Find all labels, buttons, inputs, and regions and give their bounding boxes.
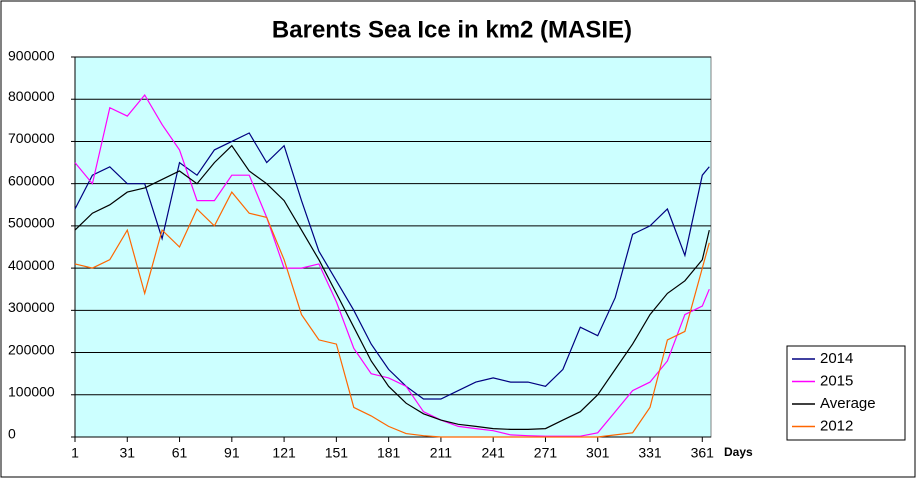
series-line	[74, 132, 710, 400]
legend-label: 2012	[820, 417, 853, 434]
legend-label: Average	[820, 395, 876, 412]
x-tick-label: 151	[325, 445, 349, 461]
legend-label: 2015	[820, 372, 853, 389]
y-tick-label: 600000	[8, 172, 55, 188]
x-tick-label: 121	[272, 445, 296, 461]
x-tick-label: 31	[119, 445, 135, 461]
x-tick-label: 1	[71, 445, 79, 461]
legend	[786, 345, 906, 441]
y-tick-label: 0	[8, 426, 16, 442]
x-tick-label: 301	[586, 445, 610, 461]
y-tick-label: 800000	[8, 88, 55, 104]
series-line	[74, 93, 710, 437]
x-axis-label: Days	[724, 445, 753, 459]
y-tick-label: 100000	[8, 383, 55, 399]
x-tick-label: 91	[224, 445, 240, 461]
legend-label: 2014	[820, 350, 853, 367]
y-tick-label: 500000	[8, 215, 55, 231]
x-tick-label: 331	[638, 445, 662, 461]
x-tick-label: 241	[482, 445, 506, 461]
y-tick-label: 900000	[8, 48, 55, 64]
y-tick-label: 400000	[8, 257, 55, 273]
x-tick-label: 61	[172, 445, 188, 461]
y-tick-label: 700000	[8, 130, 55, 146]
x-tick-label: 181	[377, 445, 401, 461]
x-tick-label: 211	[430, 445, 453, 461]
y-tick-label: 300000	[8, 299, 55, 315]
chart-title: Barents Sea Ice in km2 (MASIE)	[272, 16, 632, 43]
series-line	[74, 191, 710, 438]
series-line	[74, 144, 710, 430]
x-tick-label: 271	[534, 445, 558, 461]
y-tick-label: 200000	[8, 341, 55, 357]
x-tick-label: 361	[691, 445, 715, 461]
